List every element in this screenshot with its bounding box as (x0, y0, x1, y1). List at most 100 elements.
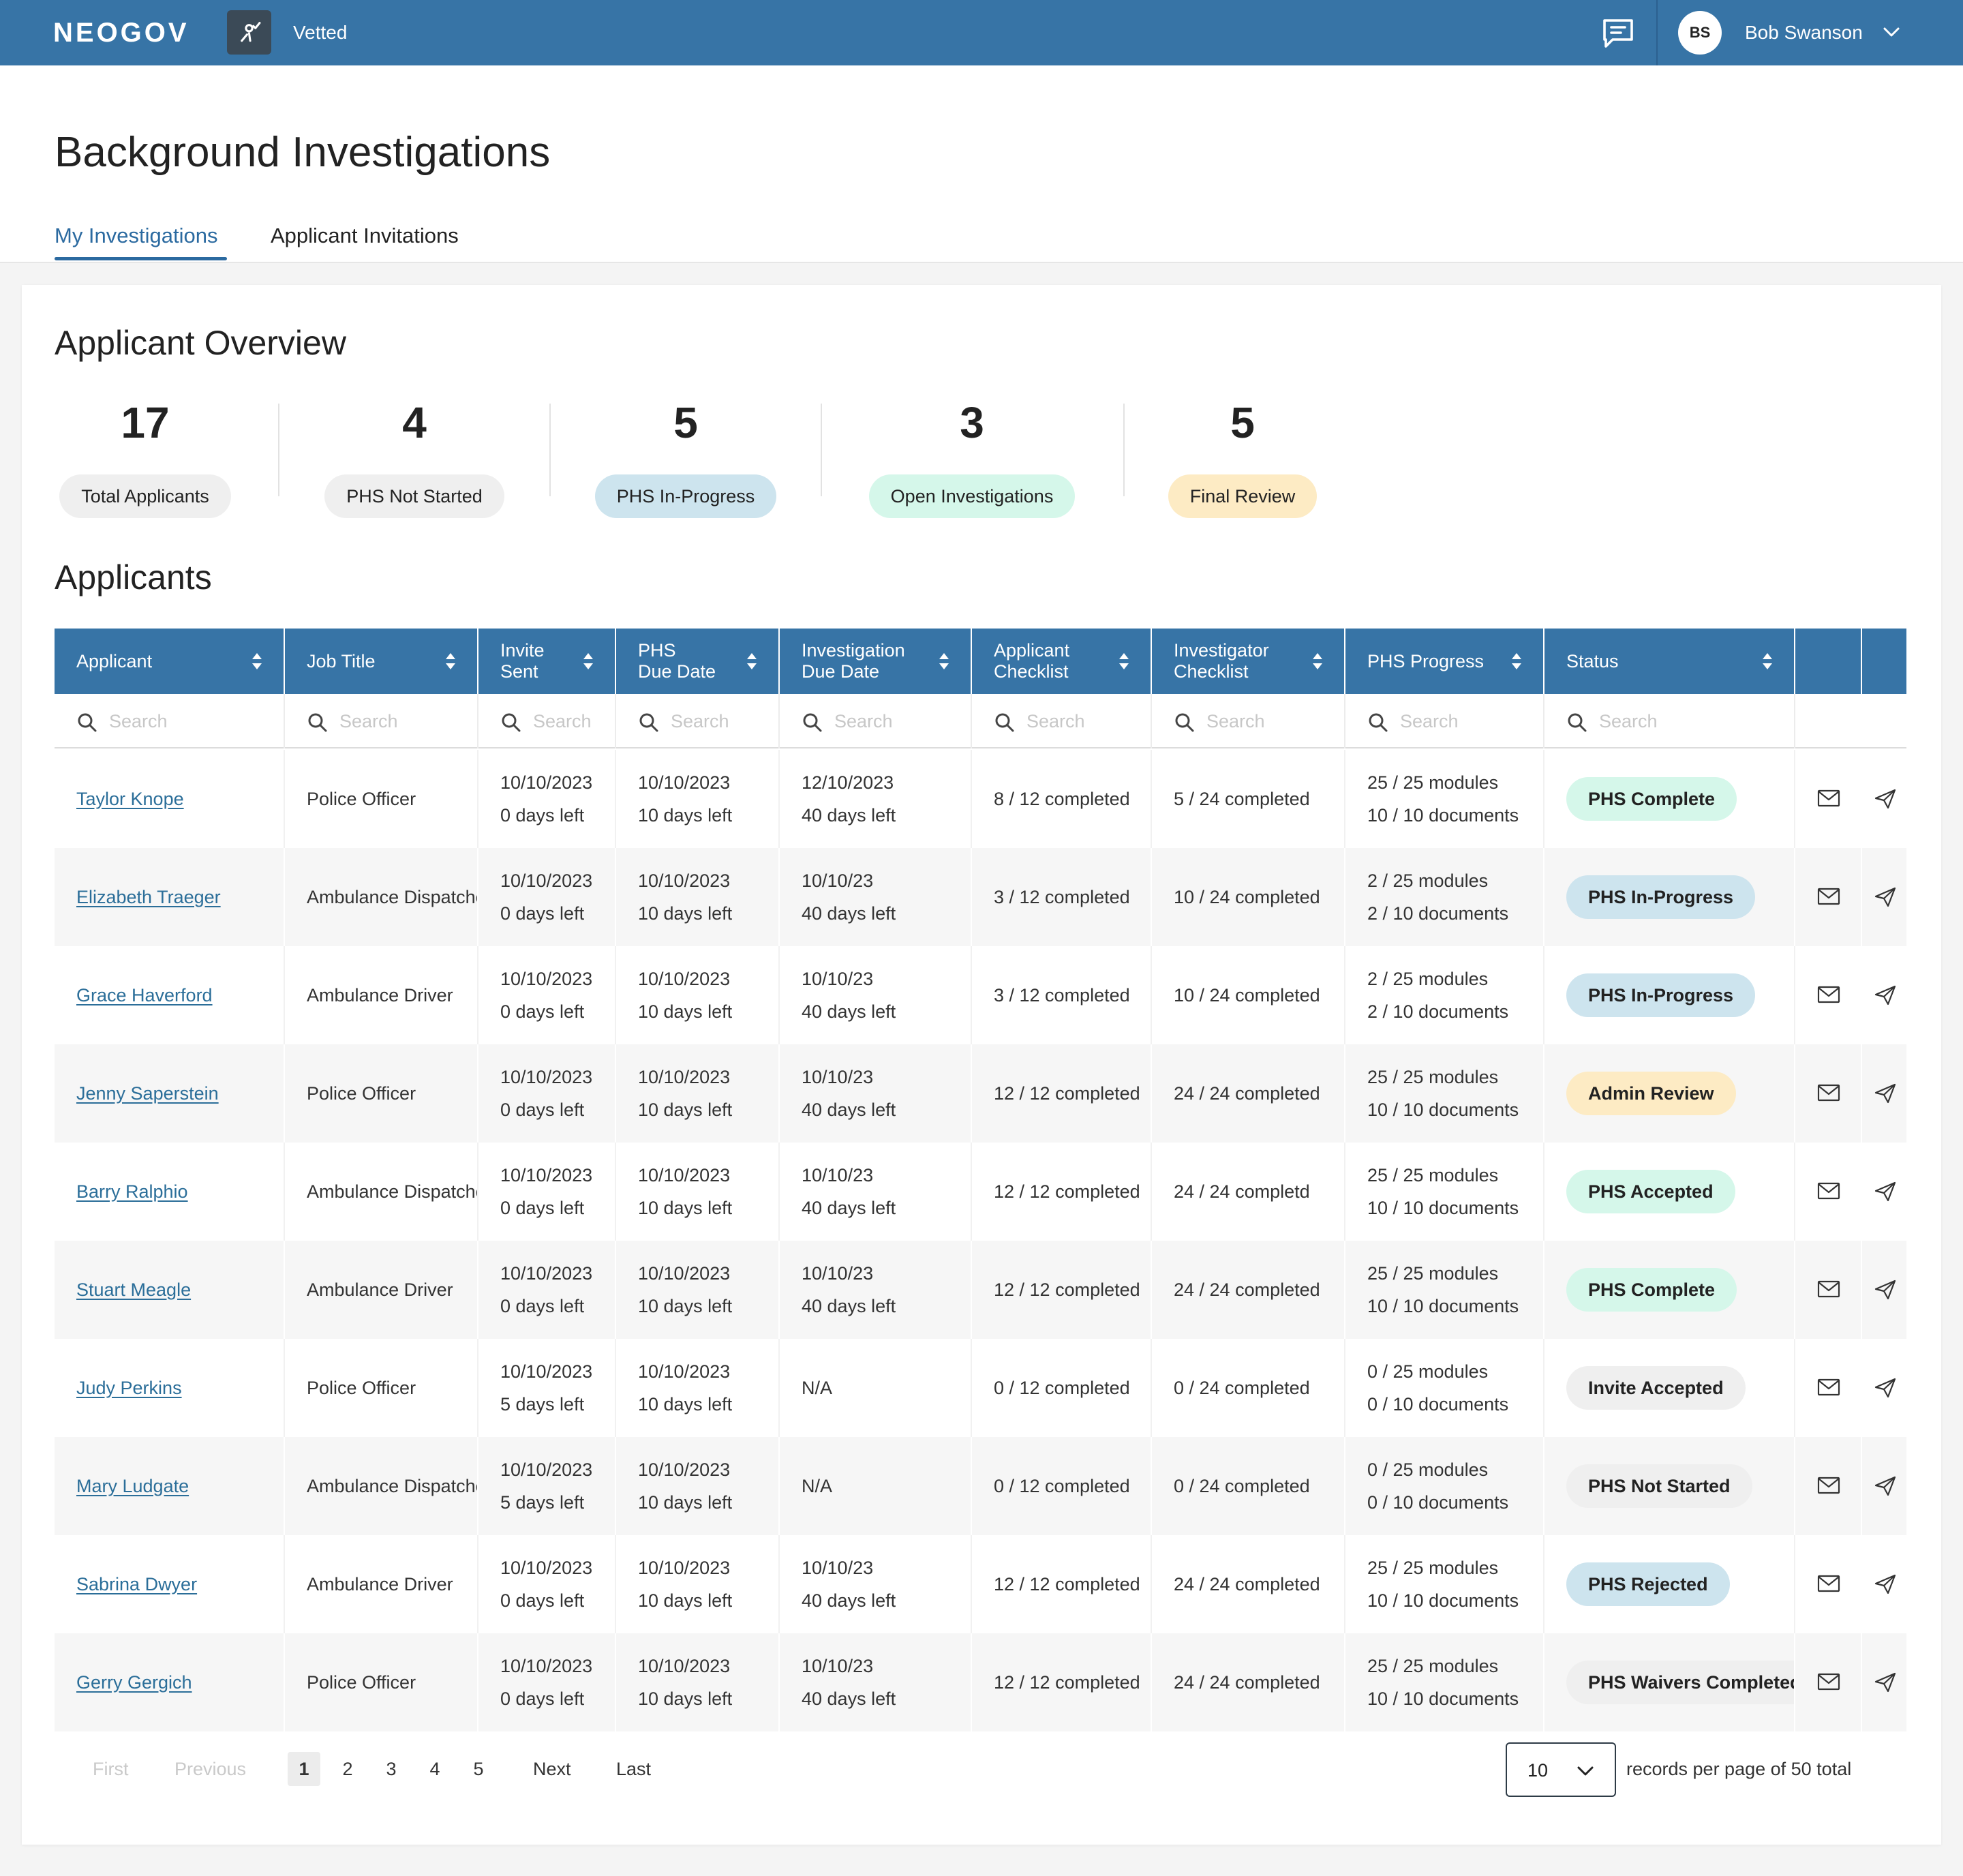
applicant-name-link[interactable]: Judy Perkins (76, 1378, 182, 1398)
envelope-icon[interactable] (1795, 1437, 1862, 1535)
sort-icon[interactable] (1510, 652, 1523, 676)
send-icon[interactable] (1862, 1044, 1906, 1143)
invite-days-left: 0 days left (500, 1100, 585, 1120)
job-title: Ambulance Driver (307, 1574, 453, 1594)
page-2-button[interactable]: 2 (342, 1759, 353, 1779)
sort-icon[interactable] (1761, 652, 1774, 676)
applicant-checklist-progress: 0 / 12 completed (994, 1378, 1130, 1398)
search-input-phs-due-date[interactable] (671, 709, 772, 733)
applicant-name-link[interactable]: Taylor Knope (76, 789, 184, 809)
column-header-phs-progress[interactable]: PHS Progress (1345, 629, 1544, 694)
table-row[interactable]: Stuart Meagle Ambulance Driver 10/10/2023 0… (55, 1241, 1906, 1339)
investigator-checklist-progress: 5 / 24 completed (1174, 789, 1310, 809)
envelope-icon[interactable] (1795, 1241, 1862, 1339)
table-row[interactable]: Sabrina Dwyer Ambulance Driver 10/10/2023 0… (55, 1535, 1906, 1633)
last-page-button[interactable]: Last (616, 1759, 652, 1779)
envelope-icon[interactable] (1795, 946, 1862, 1044)
cell-job-title: Police Officer (285, 750, 478, 848)
sort-icon[interactable] (746, 652, 758, 676)
search-input-investigation-due-date[interactable] (834, 709, 964, 733)
page-1-button[interactable]: 1 (288, 1752, 320, 1786)
investigator-checklist-progress: 24 / 24 completed (1174, 1672, 1320, 1693)
tab-applicant-invitations[interactable]: Applicant Invitations (271, 224, 459, 247)
applicant-name-link[interactable]: Gerry Gergich (76, 1672, 192, 1693)
search-input-investigator-checklist[interactable] (1206, 709, 1337, 733)
applicant-name-link[interactable]: Grace Haverford (76, 985, 213, 1005)
table-row[interactable]: Mary Ludgate Ambulance Dispatcher 10/10/20… (55, 1437, 1906, 1535)
search-input-job-title[interactable] (339, 709, 470, 733)
person-check-icon[interactable] (227, 10, 271, 55)
table-row[interactable]: Taylor Knope Police Officer 10/10/2023 0 da… (55, 750, 1906, 848)
sort-icon[interactable] (1118, 652, 1130, 676)
chevron-down-icon[interactable] (1883, 26, 1900, 42)
send-icon[interactable] (1862, 1633, 1906, 1731)
page-3-button[interactable]: 3 (386, 1759, 397, 1779)
column-header-applicant[interactable]: Applicant (55, 629, 285, 694)
applicant-name-link[interactable]: Mary Ludgate (76, 1476, 189, 1496)
stat-value: 17 (121, 398, 170, 447)
send-icon[interactable] (1862, 848, 1906, 946)
applicant-name-link[interactable]: Elizabeth Traeger (76, 887, 221, 907)
table-row[interactable]: Barry Ralphio Ambulance Dispatcher 10/10/2… (55, 1143, 1906, 1241)
cell-status: PHS In-Progress (1544, 848, 1795, 946)
brand-logo[interactable]: NEOGOV (53, 18, 189, 48)
per-page-select[interactable]: 10 (1506, 1742, 1616, 1797)
stat-phs-in-progress: 5 PHS In-Progress (593, 401, 778, 518)
envelope-icon[interactable] (1795, 1633, 1862, 1731)
column-header-phs-due-date[interactable]: PHS Due Date (616, 629, 780, 694)
cell-phs-due-date: 10/10/2023 10 days left (616, 1633, 780, 1731)
column-header-investigator-checklist[interactable]: Investigator Checklist (1152, 629, 1345, 694)
send-icon[interactable] (1862, 946, 1906, 1044)
cell-status: Admin Review (1544, 1044, 1795, 1143)
table-row[interactable]: Grace Haverford Ambulance Driver 10/10/202… (55, 946, 1906, 1044)
applicant-name-link[interactable]: Stuart Meagle (76, 1280, 192, 1300)
status-badge: PHS Complete (1566, 777, 1737, 821)
user-name[interactable]: Bob Swanson (1745, 22, 1863, 43)
column-header-applicant-checklist[interactable]: Applicant Checklist (972, 629, 1152, 694)
applicant-name-link[interactable]: Sabrina Dwyer (76, 1574, 198, 1594)
search-input-invite-sent[interactable] (533, 709, 608, 733)
next-page-button[interactable]: Next (533, 1759, 571, 1779)
previous-page-button[interactable]: Previous (174, 1759, 247, 1779)
applicant-name-link[interactable]: Jenny Saperstein (76, 1083, 219, 1104)
cell-phs-progress: 0 / 25 modules 0 / 10 documents (1345, 1339, 1544, 1437)
sort-icon[interactable] (582, 652, 594, 676)
tab-my-investigations[interactable]: My Investigations (55, 224, 218, 247)
envelope-icon[interactable] (1795, 1143, 1862, 1241)
send-icon[interactable] (1862, 750, 1906, 848)
sort-icon[interactable] (444, 652, 457, 676)
table-row[interactable]: Gerry Gergich Police Officer 10/10/2023 0 d… (55, 1633, 1906, 1731)
table-row[interactable]: Judy Perkins Police Officer 10/10/2023 5 da… (55, 1339, 1906, 1437)
envelope-icon[interactable] (1795, 848, 1862, 946)
page-4-button[interactable]: 4 (429, 1759, 440, 1779)
sort-icon[interactable] (251, 652, 263, 676)
search-input-status[interactable] (1599, 709, 1787, 733)
page-5-button[interactable]: 5 (473, 1759, 484, 1779)
first-page-button[interactable]: First (93, 1759, 129, 1779)
chat-icon[interactable] (1599, 14, 1637, 55)
search-input-phs-progress[interactable] (1400, 709, 1536, 733)
table-row[interactable]: Jenny Saperstein Police Officer 10/10/2023… (55, 1044, 1906, 1143)
column-header-job-title[interactable]: Job Title (285, 629, 478, 694)
send-icon[interactable] (1862, 1535, 1906, 1633)
send-icon[interactable] (1862, 1339, 1906, 1437)
sort-icon[interactable] (1311, 652, 1324, 676)
cell-applicant-checklist: 3 / 12 completed (972, 848, 1152, 946)
send-icon[interactable] (1862, 1143, 1906, 1241)
cell-applicant: Stuart Meagle (55, 1241, 285, 1339)
envelope-icon[interactable] (1795, 1044, 1862, 1143)
envelope-icon[interactable] (1795, 1339, 1862, 1437)
column-header-status[interactable]: Status (1544, 629, 1795, 694)
sort-icon[interactable] (938, 652, 950, 676)
search-input-applicant-checklist[interactable] (1026, 709, 1144, 733)
column-header-invite-sent[interactable]: Invite Sent (478, 629, 616, 694)
envelope-icon[interactable] (1795, 1535, 1862, 1633)
envelope-icon[interactable] (1795, 750, 1862, 848)
send-icon[interactable] (1862, 1437, 1906, 1535)
send-icon[interactable] (1862, 1241, 1906, 1339)
applicant-name-link[interactable]: Barry Ralphio (76, 1181, 188, 1202)
table-row[interactable]: Elizabeth Traeger Ambulance Dispatcher 10/… (55, 848, 1906, 946)
search-input-applicant[interactable] (109, 709, 277, 733)
column-header-investigation-due-date[interactable]: Investigation Due Date (780, 629, 972, 694)
avatar[interactable]: BS (1678, 11, 1722, 55)
